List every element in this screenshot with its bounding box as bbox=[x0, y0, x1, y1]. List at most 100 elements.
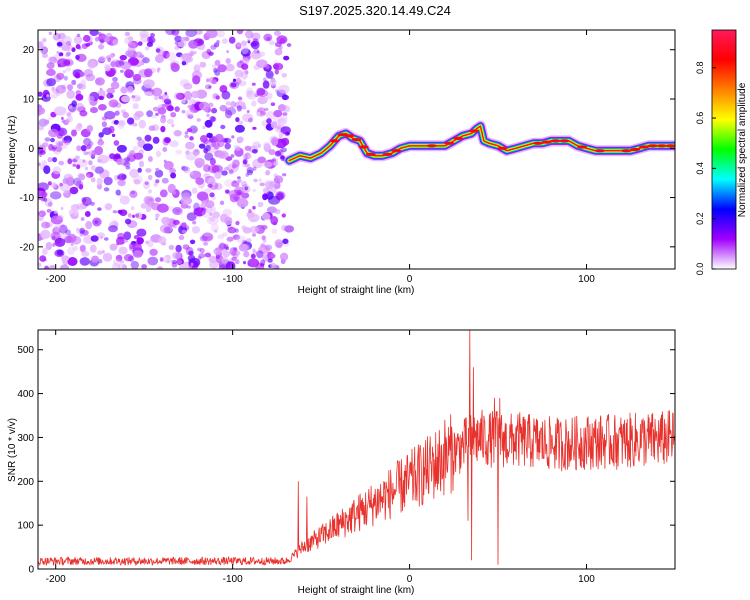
noise-blob bbox=[184, 131, 189, 135]
noise-blob bbox=[172, 251, 182, 260]
noise-blob bbox=[208, 51, 214, 56]
noise-blob bbox=[281, 213, 286, 218]
noise-blob bbox=[52, 243, 56, 247]
noise-blob bbox=[49, 56, 56, 62]
noise-blob bbox=[147, 156, 153, 162]
noise-blob bbox=[94, 166, 105, 174]
ridge-peak bbox=[541, 140, 552, 144]
noise-blob bbox=[261, 224, 268, 230]
noise-blob bbox=[230, 154, 235, 158]
noise-blob bbox=[241, 244, 250, 252]
noise-blob bbox=[144, 68, 153, 78]
noise-blob bbox=[274, 41, 282, 48]
noise-blob bbox=[113, 120, 120, 125]
noise-blob bbox=[230, 82, 237, 88]
noise-blob bbox=[61, 116, 64, 120]
noise-blob bbox=[204, 84, 212, 90]
noise-blob bbox=[283, 55, 290, 61]
noise-blob bbox=[213, 67, 218, 73]
noise-blob bbox=[54, 237, 66, 247]
noise-blob bbox=[219, 200, 225, 205]
noise-blob bbox=[90, 235, 99, 242]
noise-blob bbox=[73, 177, 82, 186]
noise-blob bbox=[155, 167, 159, 172]
noise-blob bbox=[129, 242, 136, 250]
noise-blob bbox=[135, 96, 141, 101]
noise-blob bbox=[112, 210, 118, 214]
noise-blob bbox=[167, 105, 175, 112]
noise-blob bbox=[263, 33, 273, 42]
noise-blob bbox=[189, 170, 202, 180]
noise-blob bbox=[185, 141, 195, 150]
noise-blob bbox=[282, 115, 288, 122]
noise-blob bbox=[146, 42, 153, 47]
noise-blob bbox=[224, 143, 231, 150]
noise-blob bbox=[94, 146, 103, 156]
noise-blob bbox=[276, 241, 283, 249]
noise-blob bbox=[246, 110, 250, 113]
noise-blob bbox=[42, 142, 49, 148]
noise-blob bbox=[204, 119, 213, 128]
noise-blob bbox=[250, 253, 256, 259]
noise-blob bbox=[59, 264, 70, 269]
noise-blob bbox=[136, 237, 144, 245]
noise-blob bbox=[155, 213, 160, 218]
noise-blob bbox=[166, 52, 177, 62]
noise-blob bbox=[98, 104, 107, 111]
noise-blob bbox=[188, 39, 199, 49]
noise-blob bbox=[44, 137, 51, 142]
noise-blob bbox=[281, 224, 288, 231]
noise-blob bbox=[268, 149, 276, 156]
noise-blob bbox=[55, 146, 63, 152]
noise-blob bbox=[155, 150, 162, 158]
noise-blob bbox=[76, 33, 81, 37]
noise-blob bbox=[43, 265, 49, 269]
noise-blob bbox=[63, 173, 74, 183]
noise-blob bbox=[273, 161, 278, 167]
noise-blob bbox=[274, 208, 281, 215]
noise-blob bbox=[167, 183, 176, 194]
noise-blob bbox=[270, 102, 276, 106]
noise-blob bbox=[198, 143, 206, 149]
noise-blob bbox=[61, 137, 68, 144]
noise-blob bbox=[251, 100, 257, 107]
noise-blob bbox=[66, 233, 77, 243]
noise-blob bbox=[238, 120, 244, 125]
noise-blob bbox=[193, 51, 197, 55]
snr-ylabel: SNR (10 * v/v) bbox=[7, 418, 18, 482]
noise-blob bbox=[87, 96, 95, 102]
noise-blob bbox=[181, 110, 186, 114]
noise-blob bbox=[146, 110, 154, 118]
noise-blob bbox=[76, 164, 81, 170]
noise-blob bbox=[132, 175, 143, 184]
noise-blob bbox=[41, 221, 50, 229]
noise-blob bbox=[123, 254, 134, 262]
noise-blob bbox=[242, 158, 248, 165]
snr-series-line bbox=[38, 330, 675, 567]
noise-blob bbox=[253, 166, 257, 171]
noise-blob bbox=[86, 174, 91, 178]
noise-blob bbox=[213, 248, 222, 255]
noise-blob bbox=[218, 242, 226, 250]
noise-blob bbox=[274, 69, 279, 75]
noise-blob bbox=[271, 228, 278, 234]
noise-blob bbox=[189, 239, 196, 245]
noise-blob bbox=[138, 119, 146, 129]
noise-blob bbox=[257, 144, 261, 148]
noise-blob bbox=[99, 87, 103, 91]
noise-blob bbox=[248, 209, 252, 213]
noise-blob bbox=[217, 64, 227, 73]
noise-blob bbox=[40, 229, 51, 239]
noise-blob bbox=[59, 224, 68, 234]
noise-blob bbox=[211, 211, 221, 219]
noise-blob bbox=[80, 79, 87, 86]
snr-xlabel: Height of straight line (km) bbox=[298, 585, 415, 596]
noise-blob bbox=[115, 254, 123, 262]
noise-blob bbox=[88, 141, 94, 147]
noise-blob bbox=[211, 79, 217, 85]
noise-blob bbox=[117, 263, 127, 269]
noise-blob bbox=[47, 157, 53, 163]
noise-blob bbox=[48, 201, 53, 207]
noise-blob bbox=[46, 78, 56, 87]
noise-blob bbox=[185, 109, 195, 116]
